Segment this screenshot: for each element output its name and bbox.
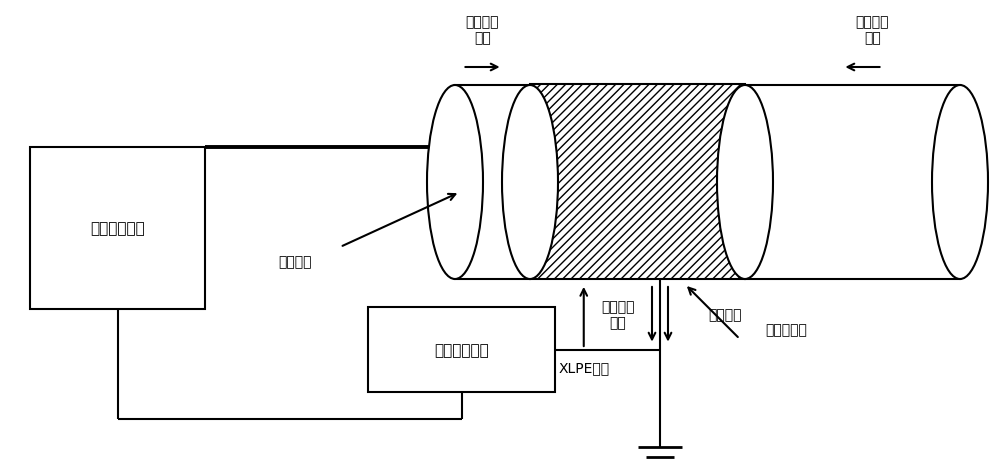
Text: 金属屏蔽层: 金属屏蔽层 [765,322,807,336]
Bar [30,148,205,309]
Text: 导体线芙: 导体线芙 [278,254,312,269]
Text: 电流测量模块: 电流测量模块 [434,342,489,357]
Ellipse shape [427,86,483,280]
Text: 直流高压电源: 直流高压电源 [90,221,145,236]
Text: 沿面泄漏
电流: 沿面泄漏 电流 [601,299,635,330]
Ellipse shape [932,86,988,280]
Text: 沿面泄漏
电流: 沿面泄漏 电流 [856,15,889,45]
Ellipse shape [717,86,773,280]
Text: 极化电流: 极化电流 [708,308,742,322]
Bar [455,86,530,280]
Ellipse shape [502,86,558,280]
Text: 沿面泄漏
电流: 沿面泄漏 电流 [466,15,499,45]
Text: XLPE绶缘: XLPE绶缘 [558,360,609,374]
Bar [745,86,960,280]
Bar [368,308,555,392]
Bar [530,85,745,280]
